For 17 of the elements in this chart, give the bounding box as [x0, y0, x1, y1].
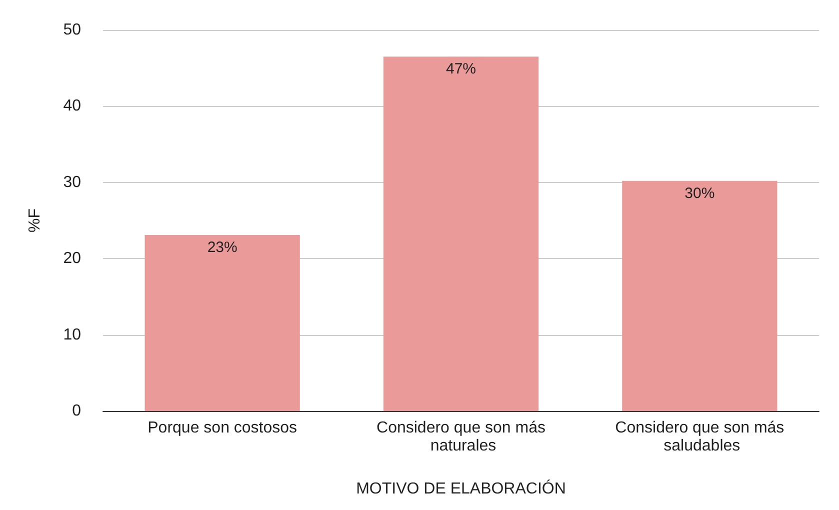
y-tick-label: 40: [63, 98, 82, 115]
x-tick-label: Considero que son más naturales: [376, 420, 546, 454]
data-label: 30%: [684, 184, 715, 202]
x-tick-label: Porque son costosos: [148, 420, 298, 436]
x-axis-title: MOTIVO DE ELABORACIÓN: [356, 480, 566, 498]
y-tick-label: 0: [72, 402, 82, 420]
y-tick-label: 10: [63, 326, 82, 344]
y-tick-label: 50: [63, 22, 82, 38]
x-tick-label: Considero que son más saludables: [615, 420, 784, 454]
y-tick-label: 30: [63, 174, 82, 191]
bar: [383, 56, 539, 411]
data-label: 47%: [446, 60, 476, 78]
y-axis-title: %F: [26, 208, 44, 232]
bar: [622, 180, 778, 411]
y-tick-label: 20: [63, 250, 82, 268]
bar: [144, 234, 300, 411]
data-label: 23%: [207, 238, 238, 256]
